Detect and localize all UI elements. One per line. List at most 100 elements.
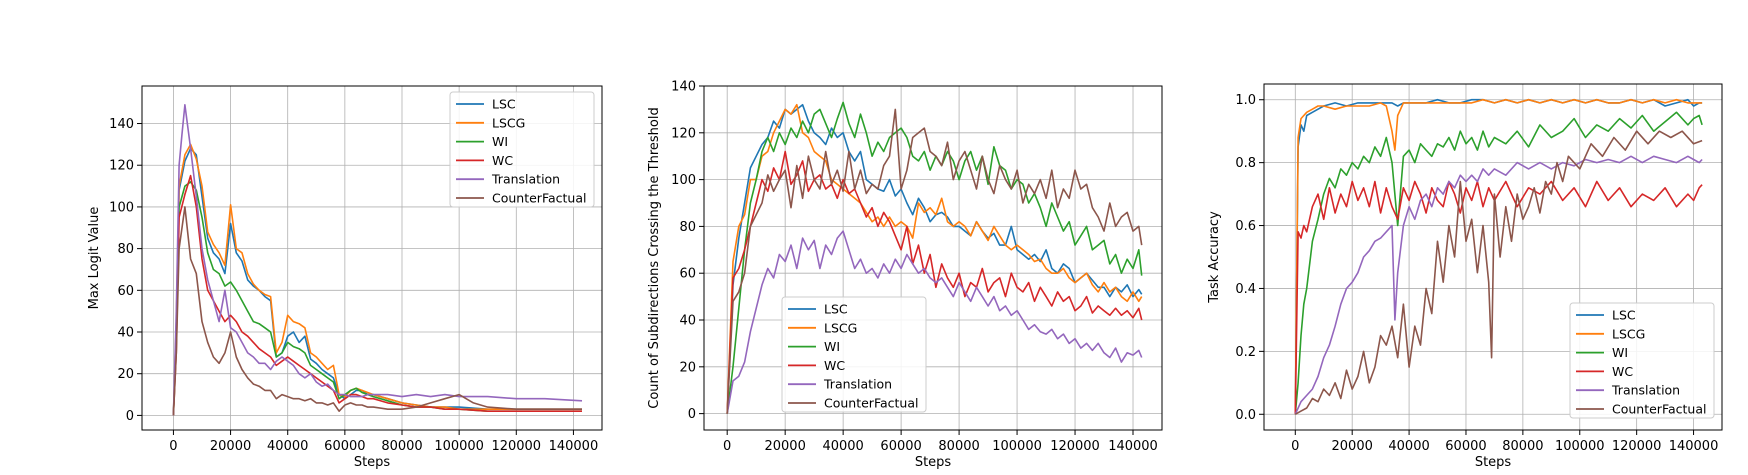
x-tick-label: 60000 — [1445, 439, 1486, 454]
y-tick-label: 0.2 — [1235, 345, 1256, 360]
series-line-wc — [172, 174, 582, 416]
x-tick-label: 120000 — [1050, 439, 1100, 454]
plot-frame — [141, 85, 603, 431]
legend-box — [449, 91, 595, 208]
x-tick-label: 120000 — [491, 439, 541, 454]
legend-label: LSCG — [492, 115, 525, 130]
x-tick-label: 40000 — [822, 439, 863, 454]
series-line-lscg — [726, 103, 1143, 414]
legend: LSC LSCG WI WC Translation CounterFactual — [781, 296, 927, 413]
plot-frame — [703, 85, 1163, 431]
y-tick-label: 140 — [671, 80, 696, 95]
legend-box — [1569, 302, 1715, 419]
legend-label: WC — [1612, 364, 1633, 379]
series-group — [172, 104, 583, 416]
y-tick-label: 0.6 — [1235, 219, 1256, 234]
series-line-counterfactual — [172, 206, 582, 416]
series-line-wc — [1294, 180, 1703, 415]
legend-label: LSCG — [824, 320, 857, 335]
x-tick-label: 100000 — [992, 439, 1042, 454]
x-tick-label: 0 — [169, 439, 177, 454]
plot-frame — [1263, 83, 1723, 431]
legend-label: WC — [824, 358, 845, 373]
series-line-counterfactual — [726, 108, 1143, 414]
series-line-wi — [1294, 111, 1703, 415]
x-tick-label: 100000 — [1555, 439, 1605, 454]
y-tick-label: 120 — [671, 126, 696, 141]
legend-label: CounterFactual — [492, 191, 586, 206]
series-line-lscg — [172, 143, 582, 416]
y-tick-label: 40 — [117, 326, 134, 341]
legend: LSC LSCG WI WC Translation CounterFactual — [449, 91, 595, 208]
y-tick-label: 80 — [679, 220, 696, 235]
x-tick-label: 0 — [1291, 439, 1299, 454]
max-logit-panel: 0 20000 40000 60000 80000 100000 120000 140000 0… — [87, 85, 603, 470]
legend-label: CounterFactual — [824, 396, 918, 411]
y-tick-label: 60 — [117, 284, 134, 299]
y-axis-label: Count of Subdirections Crossing the Thre… — [647, 107, 662, 408]
y-tick-label: 120 — [109, 159, 134, 174]
legend-label: CounterFactual — [1612, 402, 1706, 417]
x-tick-label: 140000 — [1669, 439, 1719, 454]
x-tick-label: 80000 — [381, 439, 422, 454]
x-axis-label: Steps — [354, 455, 391, 470]
x-tick-label: 60000 — [324, 439, 365, 454]
x-tick-label: 80000 — [1502, 439, 1543, 454]
legend-label: LSC — [1612, 308, 1636, 323]
x-tick-label: 20000 — [210, 439, 251, 454]
legend-label: WI — [1612, 345, 1628, 360]
y-tick-label: 100 — [671, 173, 696, 188]
x-tick-label: 20000 — [1332, 439, 1373, 454]
y-tick-label: 80 — [117, 242, 134, 257]
x-tick-label: 140000 — [549, 439, 599, 454]
x-tick-label: 40000 — [1388, 439, 1429, 454]
legend-label: Translation — [1611, 383, 1680, 398]
series-line-translation — [726, 230, 1143, 414]
y-tick-label: 0.4 — [1235, 282, 1256, 297]
y-axis-label: Task Accuracy — [1207, 211, 1222, 304]
y-tick-label: 0.0 — [1235, 408, 1256, 423]
y-tick-label: 1.0 — [1235, 93, 1256, 108]
y-tick-label: 0 — [126, 409, 134, 424]
legend-label: LSC — [824, 302, 848, 317]
y-tick-label: 100 — [109, 200, 134, 215]
y-tick-label: 40 — [679, 314, 696, 329]
x-tick-label: 0 — [723, 439, 731, 454]
x-tick-label: 100000 — [434, 439, 484, 454]
x-tick-label: 140000 — [1108, 439, 1158, 454]
x-axis-label: Steps — [1475, 455, 1512, 470]
y-tick-label: 60 — [679, 267, 696, 282]
legend-label: LSC — [492, 97, 516, 112]
task-accuracy-panel: 0 20000 40000 60000 80000 100000 120000 140000 0… — [1207, 83, 1723, 470]
series-line-lscg — [1294, 98, 1703, 415]
legend-box — [781, 296, 927, 413]
y-tick-label: 20 — [117, 367, 134, 382]
y-axis-label: Max Logit Value — [87, 207, 102, 310]
legend-label: Translation — [823, 377, 892, 392]
y-tick-label: 20 — [679, 360, 696, 375]
series-line-wi — [172, 181, 582, 416]
legend-label: Translation — [491, 172, 560, 187]
x-tick-label: 40000 — [267, 439, 308, 454]
subdirection-count-panel: 0 20000 40000 60000 80000 100000 120000 140000 0… — [647, 80, 1163, 470]
legend: LSC LSCG WI WC Translation CounterFactual — [1569, 302, 1715, 419]
x-tick-label: 120000 — [1612, 439, 1662, 454]
series-group — [726, 101, 1143, 414]
legend-label: WI — [492, 134, 508, 149]
legend-label: LSCG — [1612, 326, 1645, 341]
legend-label: WC — [492, 153, 513, 168]
series-group — [1294, 98, 1703, 415]
x-tick-label: 60000 — [880, 439, 921, 454]
y-tick-label: 0.8 — [1235, 156, 1256, 171]
y-tick-label: 0 — [688, 407, 696, 422]
legend-label: WI — [824, 339, 840, 354]
series-line-translation — [172, 104, 583, 416]
series-line-translation — [1294, 155, 1703, 415]
series-line-counterfactual — [1294, 130, 1703, 415]
x-tick-label: 20000 — [764, 439, 805, 454]
x-axis-label: Steps — [915, 455, 952, 470]
x-tick-label: 80000 — [938, 439, 979, 454]
y-tick-label: 140 — [109, 117, 134, 132]
series-line-wc — [726, 150, 1143, 414]
